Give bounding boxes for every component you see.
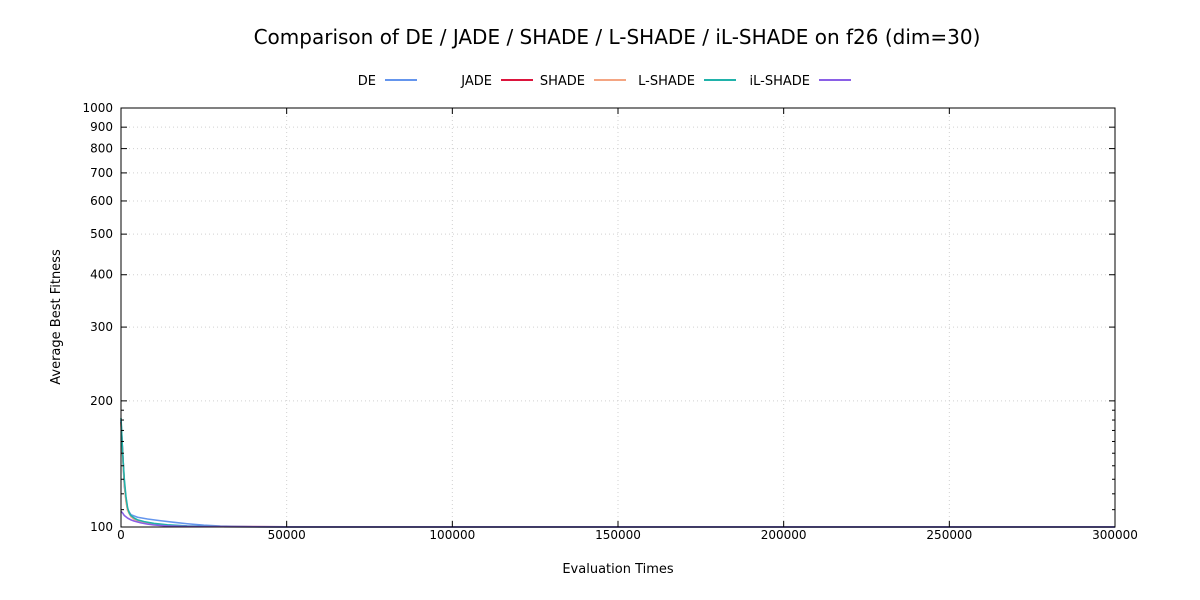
grid [120,107,1116,528]
y-axis-label: Average Best Fitness [49,249,64,385]
y-tick-label: 1000 [82,101,113,115]
y-tick-label: 800 [90,142,113,156]
x-tick-label: 300000 [1092,528,1138,542]
y-tick-label: 600 [90,194,113,208]
chart-title: Comparison of DE / JADE / SHADE / L-SHAD… [254,25,981,49]
legend-label: JADE [460,74,492,89]
x-tick-label: 50000 [268,528,306,542]
series-line-jade [120,422,1115,528]
y-tick-label: 200 [90,394,113,408]
legend: DE JADE SHADE L-SHADE iL-SHADE [358,74,851,89]
y-tick-label: 700 [90,166,113,180]
legend-label: iL-SHADE [750,74,810,89]
y-tick-label: 300 [90,320,113,334]
y-tick-label: 400 [90,268,113,282]
x-tick-label: 250000 [926,528,972,542]
y-tick-label: 900 [90,120,113,134]
x-tick-label: 150000 [595,528,641,542]
legend-label: SHADE [540,74,585,89]
axis-ticks: 0 50000 100000 150000 200000 250000 300000 100 2… [82,101,1137,542]
x-tick-label: 0 [117,528,125,542]
series-line-shade [120,424,1115,528]
x-axis-label: Evaluation Times [562,562,674,577]
x-tick-label: 200000 [761,528,807,542]
y-tick-label: 100 [90,520,113,534]
legend-label: DE [358,74,376,89]
legend-label: L-SHADE [638,74,695,89]
y-tick-label: 500 [90,227,113,241]
x-tick-label: 100000 [429,528,475,542]
